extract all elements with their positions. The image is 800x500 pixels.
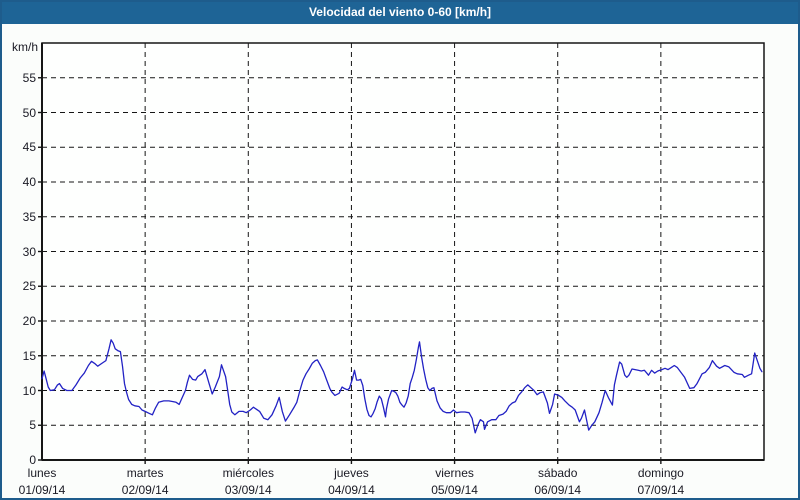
y-tick-label: 35 bbox=[22, 209, 36, 224]
y-axis-unit-label: km/h bbox=[11, 40, 38, 54]
x-day-name-label: miércoles bbox=[222, 466, 274, 480]
x-day-date-label: 06/09/14 bbox=[534, 483, 582, 497]
y-tick-label: 5 bbox=[29, 418, 36, 433]
x-day-date-label: 05/09/14 bbox=[431, 483, 478, 497]
wind-speed-line bbox=[41, 339, 763, 434]
y-tick-label: 15 bbox=[22, 348, 36, 363]
x-day-name-label: lunes bbox=[27, 466, 57, 480]
x-day-date-label: 04/09/14 bbox=[328, 483, 375, 497]
y-tick-label: 50 bbox=[22, 105, 36, 120]
y-tick-label: 45 bbox=[22, 140, 36, 155]
y-tick-label: 25 bbox=[22, 279, 36, 294]
y-tick-label: 20 bbox=[22, 314, 36, 328]
x-day-name-label: jueves bbox=[334, 466, 369, 480]
x-day-date-label: 02/09/14 bbox=[121, 483, 169, 497]
chart-title: Velocidad del viento 0-60 [km/h] bbox=[308, 5, 492, 19]
y-tick-label: 40 bbox=[22, 175, 36, 189]
x-day-date-label: 07/09/14 bbox=[637, 483, 685, 497]
x-day-date-label: 03/09/14 bbox=[224, 483, 272, 497]
y-tick-label: 0 bbox=[29, 453, 36, 467]
y-tick-label: 55 bbox=[22, 70, 36, 85]
y-tick-label: 30 bbox=[22, 244, 36, 259]
x-day-name-label: domingo bbox=[637, 466, 684, 480]
x-day-name-label: viernes bbox=[435, 466, 474, 480]
x-day-name-label: martes bbox=[126, 466, 164, 480]
x-day-name-label: sábado bbox=[538, 466, 578, 480]
y-tick-label: 10 bbox=[22, 383, 36, 398]
x-day-date-label: 01/09/14 bbox=[18, 483, 66, 497]
chart-title-bar: Velocidad del viento 0-60 [km/h] bbox=[2, 2, 798, 24]
